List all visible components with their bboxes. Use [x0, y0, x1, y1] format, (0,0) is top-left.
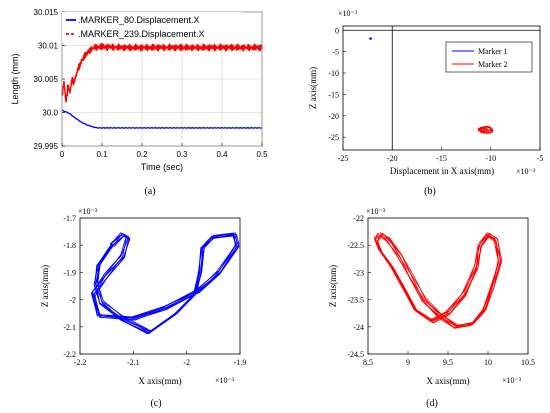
panel-b-ylabel: Z axis(mm)	[308, 67, 318, 109]
panel-c-series	[91, 232, 240, 335]
panel-b: -25 -20 -15 -10 -5 0 -5 -10 -15 -20 -25 ×10⁻³ ×10…	[308, 9, 543, 197]
trajectory-loop	[91, 234, 238, 334]
y-tick-label: -24	[353, 323, 364, 332]
legend-label-marker-1: Marker 1	[478, 47, 508, 56]
panel-b-xlabel: Displacement in X axis(mm)	[390, 166, 494, 176]
legend-label-marker-80: .MARKER_80.Displacement.X	[78, 15, 200, 25]
x-tick-label: -2	[183, 358, 190, 367]
panel-a-y-ticks: 29.995 30.0 30.005 30.01 30.015	[34, 8, 65, 151]
x-tick-label: 8.5	[363, 358, 373, 367]
y-tick-label: -2.1	[63, 323, 76, 332]
panel-d-plot-area	[367, 217, 529, 355]
panel-a-ylabel: Length (mm)	[10, 53, 20, 104]
panel-a-legend: .MARKER_80.Displacement.X .MARKER_239.Di…	[62, 12, 242, 42]
x-tick-label: 0.5	[256, 150, 268, 159]
x-tick-label: 9.5	[443, 358, 453, 367]
panel-a-x-ticks: 0 0.1 0.2 0.3 0.4 0.5	[60, 143, 268, 159]
x-tick-label: 0.4	[216, 150, 228, 159]
panel-c: -2.2 -2.1 -2 -1.9 -1.7 -1.8 -1.9 -2 -2.1 -2.2 ×1…	[40, 207, 246, 409]
y-tick-label: -5	[332, 48, 339, 57]
trajectory-loop	[376, 232, 499, 328]
panel-b-y-ticks: 0 -5 -10 -15 -20 -25	[328, 26, 346, 142]
y-tick-label: -15	[328, 90, 339, 99]
panel-c-plot-area	[79, 217, 241, 355]
panel-b-x-ticks: -25 -20 -15 -10 -5	[338, 147, 544, 163]
panel-d: 8.5 9 9.5 10 10.5 -22 -22.5 -23 -23.5 -24 -24.5 ×…	[328, 207, 535, 409]
x-tick-label: -20	[387, 154, 398, 163]
x-tick-label: 0.1	[96, 150, 108, 159]
y-tick-label: 30.0	[42, 109, 58, 118]
panel-b-series	[368, 37, 494, 134]
y-tick-label: -2.2	[63, 350, 76, 359]
y-tick-label: -25	[328, 133, 339, 142]
panel-d-label: (d)	[426, 398, 438, 409]
x-tick-label: -25	[338, 154, 349, 163]
panel-d-x-ticks: 8.5 9 9.5 10 10.5	[363, 351, 535, 367]
panel-c-ylabel: Z axis(mm)	[40, 265, 50, 307]
y-tick-label: 29.995	[34, 142, 59, 151]
panel-b-label: (b)	[424, 186, 436, 197]
panel-a-legend-box	[62, 12, 242, 42]
y-tick-label: 30.005	[34, 75, 59, 84]
x-tick-label: -2.1	[127, 358, 140, 367]
legend-label-marker-239: .MARKER_239.Displacement.X	[78, 29, 205, 39]
y-tick-label: -23	[353, 268, 364, 277]
panel-b-y-exponent: ×10⁻³	[338, 9, 358, 18]
y-tick-label: -22.5	[347, 241, 364, 250]
trajectory-loop	[94, 232, 238, 333]
y-tick-label: 0	[335, 26, 339, 35]
y-tick-label: -20	[328, 112, 339, 121]
legend-label-marker-2: Marker 2	[478, 60, 508, 69]
panel-d-y-ticks: -22 -22.5 -23 -23.5 -24 -24.5	[347, 214, 371, 359]
panel-c-label: (c)	[150, 398, 161, 409]
y-tick-label: -1.7	[63, 214, 76, 223]
x-tick-label: -15	[436, 154, 447, 163]
y-tick-label: -2	[69, 296, 76, 305]
panel-b-x-exponent: ×10⁻³	[516, 167, 536, 176]
panel-d-x-exponent: ×10⁻³	[502, 376, 522, 385]
y-tick-label: -1.8	[63, 241, 76, 250]
y-tick-label: -24.5	[347, 350, 364, 359]
y-tick-label: -1.9	[63, 268, 76, 277]
y-tick-label: 30.015	[34, 8, 59, 17]
panel-a-label: (a)	[144, 186, 155, 197]
trajectory-loop	[374, 233, 500, 326]
x-tick-label: 10.5	[521, 358, 535, 367]
y-tick-label: -10	[328, 69, 339, 78]
x-tick-label: 0	[60, 150, 65, 159]
panel-c-x-exponent: ×10⁻³	[215, 376, 235, 385]
panel-c-x-ticks: -2.2 -2.1 -2 -1.9	[74, 351, 247, 367]
x-tick-label: -10	[485, 154, 496, 163]
panel-d-series	[373, 232, 503, 329]
panel-d-ylabel: Z axis(mm)	[328, 265, 338, 307]
x-tick-label: 0.3	[176, 150, 188, 159]
series-trace-marker-1	[368, 37, 373, 40]
trajectory-loop	[375, 232, 503, 329]
y-tick-label: -22	[353, 214, 364, 223]
series-line-marker-239	[61, 42, 263, 103]
panel-d-y-exponent: ×10⁻³	[366, 207, 386, 216]
panel-c-y-ticks: -1.7 -1.8 -1.9 -2 -2.1 -2.2	[63, 214, 83, 359]
panel-d-xlabel: X axis(mm)	[426, 376, 469, 386]
y-tick-label: 30.01	[38, 42, 59, 51]
panel-c-xlabel: X axis(mm)	[138, 376, 181, 386]
panel-b-legend: Marker 1 Marker 2	[445, 41, 533, 73]
x-tick-label: -1.9	[234, 358, 247, 367]
y-tick-label: -23.5	[347, 296, 364, 305]
panel-a-xlabel: Time (sec)	[141, 162, 183, 172]
trajectory-loop	[93, 234, 240, 333]
x-tick-label: -5	[537, 154, 544, 163]
panel-a-series	[61, 42, 263, 129]
x-tick-label: 0.2	[136, 150, 148, 159]
trajectory-loop	[377, 232, 501, 329]
x-tick-label: 10	[484, 358, 492, 367]
panel-a: 0 0.1 0.2 0.3 0.4 0.5 29.995 30.0 30.005 30.01 30…	[10, 8, 268, 197]
panel-b-legend-box	[445, 41, 533, 73]
panel-c-y-exponent: ×10⁻³	[78, 207, 98, 216]
x-tick-label: 9	[406, 358, 410, 367]
x-tick-label: -2.2	[74, 358, 87, 367]
series-trace-marker-2	[477, 126, 494, 134]
series-line-marker-80	[61, 109, 263, 129]
